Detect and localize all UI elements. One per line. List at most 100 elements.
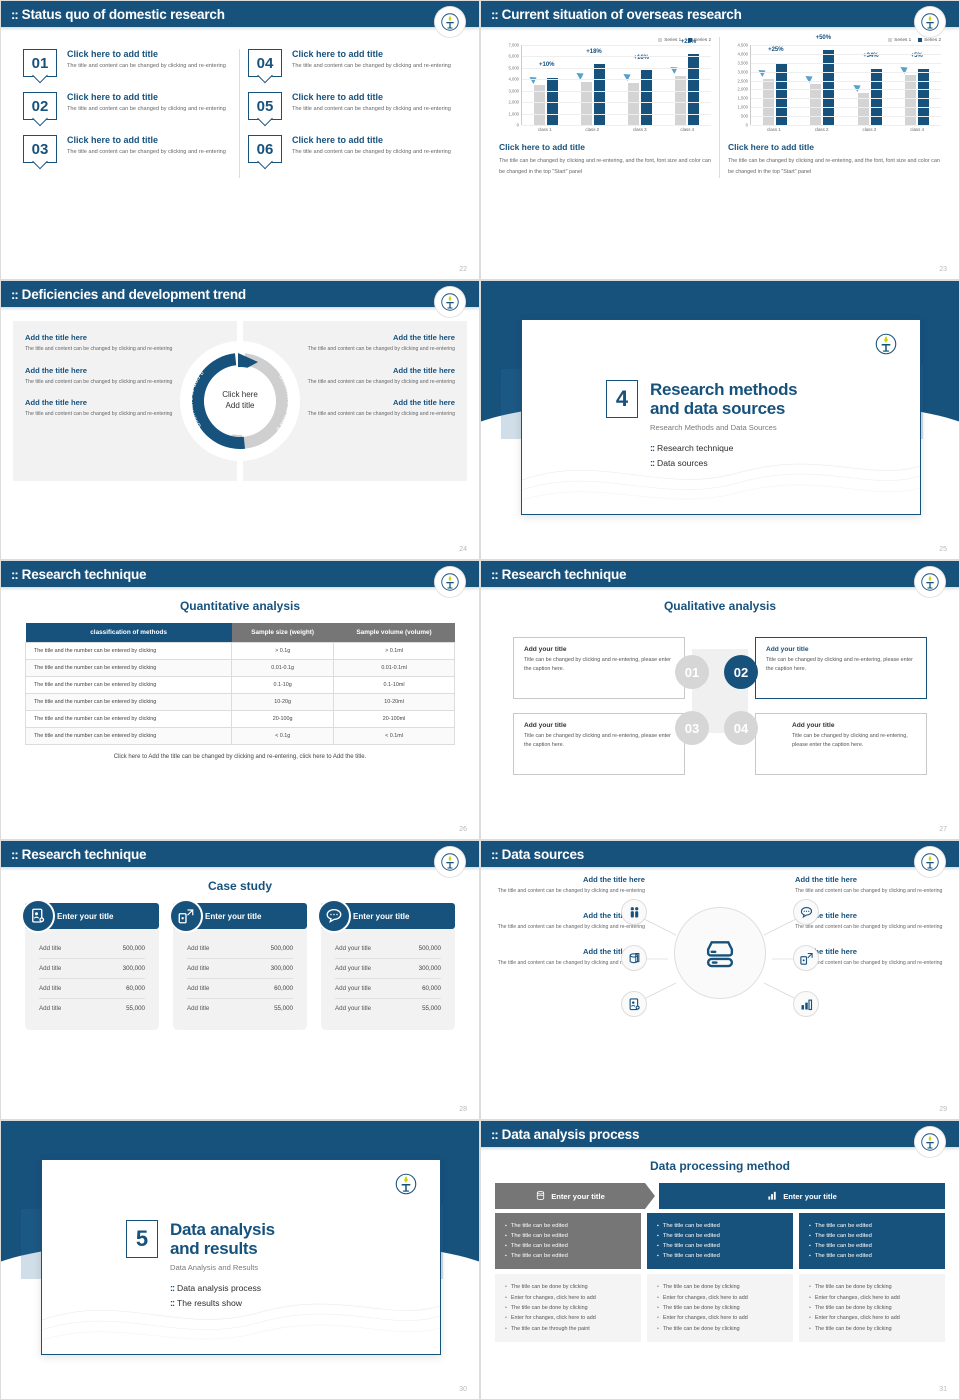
item-title: Click here to add title	[292, 49, 384, 59]
section-bullet[interactable]: :: Research technique	[650, 443, 734, 454]
y-tick-label: 1,500	[737, 95, 748, 101]
header-title: Research technique	[501, 566, 627, 582]
case-card[interactable]: Enter your title Add title 500,000 Add titl…	[21, 899, 159, 1030]
list-item[interactable]: 05 Click here to add title The title and …	[248, 92, 457, 120]
case-label: Add title	[39, 1005, 62, 1012]
x-axis-labels: class 1 class 2 class 3 class 4	[750, 125, 941, 132]
header-title: Status quo of domestic research	[21, 6, 225, 22]
case-card[interactable]: Enter your title Add your title 500,000 Add…	[317, 899, 455, 1030]
case-value: 55,000	[126, 1005, 145, 1012]
block-body: The title and content can be changed by …	[307, 346, 455, 352]
trend-arrow-icon	[670, 64, 680, 75]
table-cell: The title and the number can be entered …	[24, 659, 233, 677]
table-footnote: Click here to Add the title can be chang…	[113, 754, 367, 760]
item-number-badge: 03	[23, 135, 57, 163]
note-item: The title can be done by clicking	[505, 1303, 631, 1313]
database-icon[interactable]	[621, 945, 647, 971]
section-bullet[interactable]: :: The results show	[170, 1298, 242, 1309]
process-item: The title can be edited	[505, 1231, 631, 1241]
box-title: Add your title	[524, 646, 567, 653]
legend-label: Series 2	[694, 37, 711, 42]
growth-label: +18%	[586, 48, 602, 55]
cycle-diagram: Add the title here The title and content …	[1, 307, 479, 481]
page-title: Case study	[207, 879, 273, 893]
gridline	[522, 125, 711, 126]
item-number-badge: 02	[23, 92, 57, 120]
hub-spoke-diagram: Add the title here The title and content …	[481, 867, 959, 1047]
case-card[interactable]: Enter your title Add title 500,000 Add titl…	[169, 899, 307, 1030]
items-grid: 01 Click here to add title The title and …	[1, 27, 479, 178]
box-body: Title can be changed by clicking and re-…	[524, 657, 671, 672]
case-label: Add your title	[335, 945, 372, 952]
item-number: 02	[31, 97, 49, 115]
contact-card-icon[interactable]	[621, 991, 647, 1017]
section-bullet[interactable]: :: Data sources	[650, 458, 708, 469]
step-circle-02[interactable]: 02	[724, 655, 758, 689]
node-body: The title and content can be changed by …	[795, 923, 943, 930]
process-item: The title can be edited	[657, 1231, 783, 1241]
process-item: The title can be edited	[657, 1251, 783, 1261]
step-circle-04[interactable]: 04	[724, 711, 758, 745]
data-exchange-icon[interactable]	[793, 945, 819, 971]
section-title-line1: Research methods	[650, 380, 798, 399]
list-item[interactable]: 03 Click here to add title The title and …	[23, 135, 231, 163]
case-row: Add title 500,000	[39, 939, 145, 959]
gridline	[751, 107, 941, 109]
qa-box-01[interactable]: Add your title Title can be changed by c…	[513, 637, 685, 699]
page-number: 25	[939, 546, 947, 553]
case-row: Add your title 500,000	[335, 939, 441, 959]
qa-box-04[interactable]: Add your title Title can be changed by c…	[755, 713, 927, 775]
node-text: Add the title here The title and content …	[795, 911, 947, 933]
section-bullet[interactable]: :: Data analysis process	[170, 1283, 262, 1294]
qa-box-03[interactable]: Add your title Title can be changed by c…	[513, 713, 685, 775]
brand-logo-icon	[915, 1127, 945, 1157]
text-block: Add the title here The title and content …	[255, 398, 455, 420]
tab-blue[interactable]: Enter your title	[659, 1183, 945, 1209]
item-body: The title and content can be changed by …	[292, 106, 451, 112]
step-circle-01[interactable]: 01	[675, 655, 709, 689]
item-body: The title and content can be changed by …	[292, 63, 451, 69]
block-title: Add the title here	[25, 398, 88, 408]
bar-group: +25%	[751, 45, 799, 125]
list-item[interactable]: 02 Click here to add title The title and …	[23, 92, 231, 120]
case-row: Add title 500,000	[187, 939, 293, 959]
item-number: 03	[31, 140, 49, 158]
tab-gray[interactable]: Enter your title	[495, 1183, 655, 1209]
node-title: Add the title here	[582, 910, 645, 920]
plot-area: +25% +50% +34% +5%	[750, 35, 941, 126]
block-body: The title and content can be changed by …	[25, 378, 173, 385]
note-panel: The title can be done by clickingEnter f…	[647, 1274, 793, 1342]
note-item: Enter for changes, click here to add	[657, 1313, 783, 1323]
legend-label: Series 2	[924, 37, 941, 42]
list-item[interactable]: 04 Click here to add title The title and …	[248, 49, 457, 77]
qa-box-02[interactable]: Add your title Title can be changed by c…	[755, 637, 927, 699]
table-cell: 20-100ml	[333, 710, 455, 728]
process-item: The title can be edited	[657, 1241, 783, 1251]
header-title: Data sources	[501, 846, 585, 862]
slide-header: :: Data analysis process	[481, 1121, 959, 1150]
process-panels: The title can be editedThe title can be …	[495, 1213, 945, 1269]
page-number: 29	[939, 1106, 947, 1113]
header-title: Research technique	[21, 846, 147, 862]
x-tick-label: class 4	[910, 127, 924, 132]
people-icon[interactable]	[621, 899, 647, 925]
slide-header: :: Research technique	[1, 841, 479, 870]
plot-area: +10% +18% +16% +22%	[521, 39, 711, 126]
slide-header: :: Research technique	[481, 561, 959, 590]
list-item[interactable]: 01 Click here to add title The title and …	[23, 49, 231, 77]
step-circle-03[interactable]: 03	[675, 711, 709, 745]
slide-status-quo: :: Status quo of domestic research 01 Cl…	[0, 0, 480, 280]
brand-logo-icon	[915, 567, 945, 597]
list-item[interactable]: 06 Click here to add title The title and …	[248, 135, 457, 163]
bar-chart-icon[interactable]	[793, 991, 819, 1017]
cycle-hub[interactable]: Click here Add title	[206, 367, 274, 435]
node-text: Add the title here The title and content …	[795, 875, 947, 897]
items-column-right: 04 Click here to add title The title and …	[240, 49, 465, 178]
chat-bubble-icon[interactable]	[793, 899, 819, 925]
header-shadow	[1, 587, 479, 591]
process-panel: The title can be editedThe title can be …	[647, 1213, 793, 1269]
growth-label: +50%	[815, 34, 832, 41]
node-body: The title and content can be changed by …	[497, 888, 645, 894]
node-title: Add the title here	[795, 910, 858, 920]
process-panel: The title can be editedThe title can be …	[495, 1213, 641, 1269]
